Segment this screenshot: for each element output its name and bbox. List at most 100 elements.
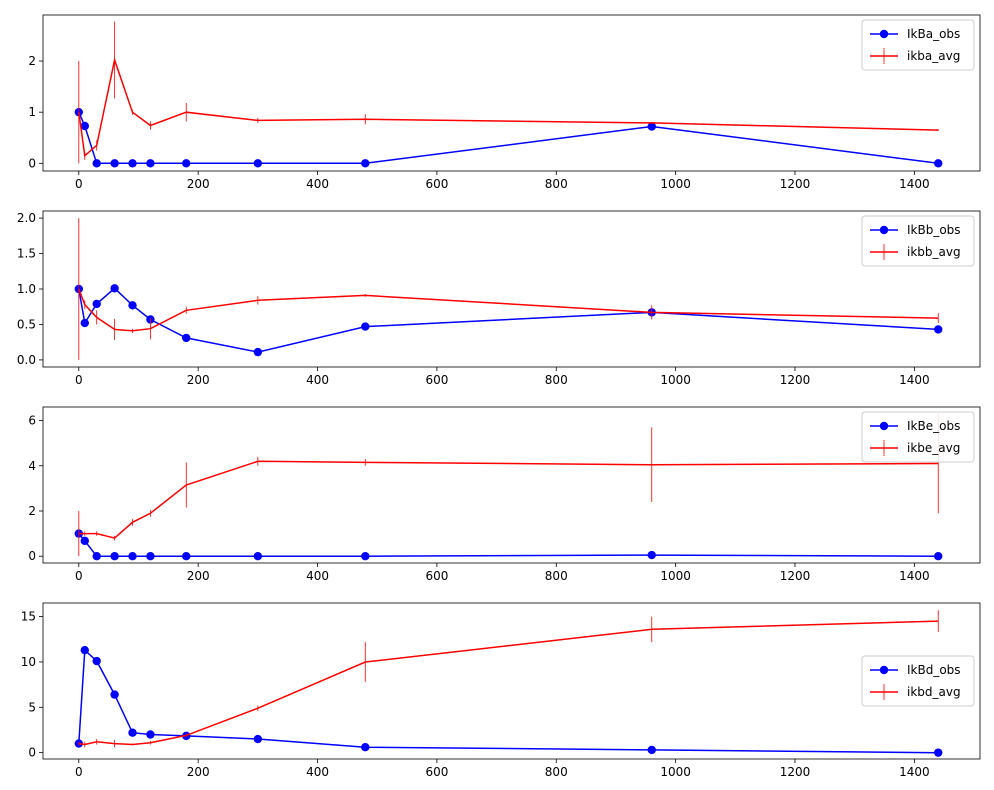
y-tick-label: 0	[28, 156, 36, 170]
x-tick-label: 0	[75, 569, 83, 583]
series-line-ikbe_avg	[78, 460, 939, 539]
plot-area	[74, 413, 943, 561]
series-line-ikba_avg	[78, 57, 939, 158]
y-tick-label: 2	[28, 504, 36, 518]
data-point	[146, 552, 155, 561]
data-point	[92, 552, 101, 561]
x-tick-label: 600	[425, 569, 448, 583]
subplot-3: 0 200 400 600 800 1000 1200 1400 0 2 4 6 IkBe_obsikb…	[28, 406, 981, 583]
series-line-IkBa_obs	[78, 111, 939, 165]
legend-label: IkBd_obs	[907, 663, 961, 677]
legend-frame	[861, 19, 975, 71]
x-tick-label: 1400	[899, 569, 930, 583]
data-point	[146, 730, 155, 739]
legend-label: ikba_avg	[907, 49, 960, 63]
data-point	[934, 325, 943, 334]
x-tick-label: 200	[187, 177, 210, 191]
data-point	[80, 318, 89, 328]
legend-swatch-marker	[879, 665, 889, 675]
series-line-IkBb_obs	[78, 287, 939, 353]
x-tick-label: 0	[75, 177, 83, 191]
x-tick-label: 1200	[780, 569, 811, 583]
x-tick-label: 800	[545, 569, 568, 583]
legend-label: IkBb_obs	[907, 223, 961, 237]
data-point	[80, 645, 89, 655]
y-tick-label: 15	[21, 610, 36, 624]
plot-area	[74, 21, 943, 168]
data-point	[361, 159, 370, 168]
series-line-ikbb_avg	[78, 288, 939, 332]
y-tick-label: 0.5	[17, 317, 36, 331]
data-point	[934, 159, 943, 168]
x-tick-label: 400	[306, 177, 329, 191]
data-point	[253, 552, 263, 561]
data-point	[361, 322, 370, 331]
data-point	[182, 159, 191, 168]
x-tick-label: 1000	[660, 569, 691, 583]
x-tick-label: 200	[187, 765, 210, 779]
plot-area	[74, 218, 943, 360]
legend-swatch-marker	[879, 225, 889, 235]
series-line-IkBd_obs	[78, 648, 939, 754]
subplot-1: 0 200 400 600 800 1000 1200 1400 0 1 2 IkBa_obsikba…	[28, 14, 981, 191]
x-tick-label: 600	[425, 177, 448, 191]
x-tick-label: 1400	[899, 765, 930, 779]
x-tick-label: 400	[306, 569, 329, 583]
legend-frame	[861, 411, 975, 463]
legend-swatch-marker	[879, 421, 889, 431]
data-point	[92, 159, 101, 168]
data-point	[110, 159, 119, 168]
x-tick-label: 800	[545, 177, 568, 191]
y-tick-label: 0	[28, 746, 36, 760]
axes-frame	[42, 210, 981, 368]
axes-frame	[42, 14, 981, 172]
legend-label: ikbd_avg	[907, 685, 961, 699]
y-tick-label: 0.0	[17, 353, 36, 367]
x-tick-label: 1400	[899, 177, 930, 191]
data-point	[253, 734, 263, 744]
series-line-ikbd_avg	[78, 620, 939, 746]
axes-frame	[42, 602, 981, 760]
y-tick-label: 10	[21, 655, 36, 669]
x-tick-label: 1200	[780, 177, 811, 191]
x-tick-label: 200	[187, 569, 210, 583]
legend: IkBa_obs ikba_avg	[861, 19, 975, 71]
legend: IkBb_obs ikbb_avg	[861, 215, 975, 267]
y-tick-label: 4	[28, 459, 36, 473]
data-point	[934, 748, 943, 757]
x-tick-label: 1200	[780, 373, 811, 387]
data-point	[128, 301, 137, 310]
y-tick-label: 1.0	[17, 282, 36, 296]
data-point	[80, 536, 89, 546]
data-point	[182, 333, 191, 343]
legend-frame	[861, 215, 975, 267]
legend-label: ikbe_avg	[907, 441, 960, 455]
data-point	[146, 159, 155, 168]
data-point	[361, 552, 370, 561]
legend-label: ikbb_avg	[907, 245, 961, 259]
data-point	[647, 550, 656, 560]
data-point	[128, 552, 137, 561]
y-tick-label: 2.0	[17, 211, 36, 225]
data-point	[80, 121, 89, 131]
x-tick-label: 1400	[899, 373, 930, 387]
data-point	[128, 159, 137, 168]
x-tick-label: 1000	[660, 177, 691, 191]
y-tick-label: 2	[28, 54, 36, 68]
data-point	[934, 552, 943, 561]
data-point	[361, 743, 370, 752]
subplot-2: 0 200 400 600 800 1000 1200 1400 0.0 0.5 1.0 1.5 2.0…	[17, 210, 981, 387]
y-tick-label: 0	[28, 549, 36, 563]
x-tick-label: 1000	[660, 765, 691, 779]
x-tick-label: 600	[425, 765, 448, 779]
x-tick-label: 200	[187, 373, 210, 387]
data-point	[110, 284, 119, 293]
x-tick-label: 1200	[780, 765, 811, 779]
x-tick-label: 0	[75, 373, 83, 387]
subplot-4: 0 200 400 600 800 1000 1200 1400 0 5 10 15 IkBd_obsi…	[21, 602, 981, 779]
x-tick-label: 800	[545, 373, 568, 387]
series-line-IkBe_obs	[78, 533, 939, 557]
legend: IkBe_obs ikbe_avg	[861, 411, 975, 463]
data-point	[253, 347, 263, 357]
